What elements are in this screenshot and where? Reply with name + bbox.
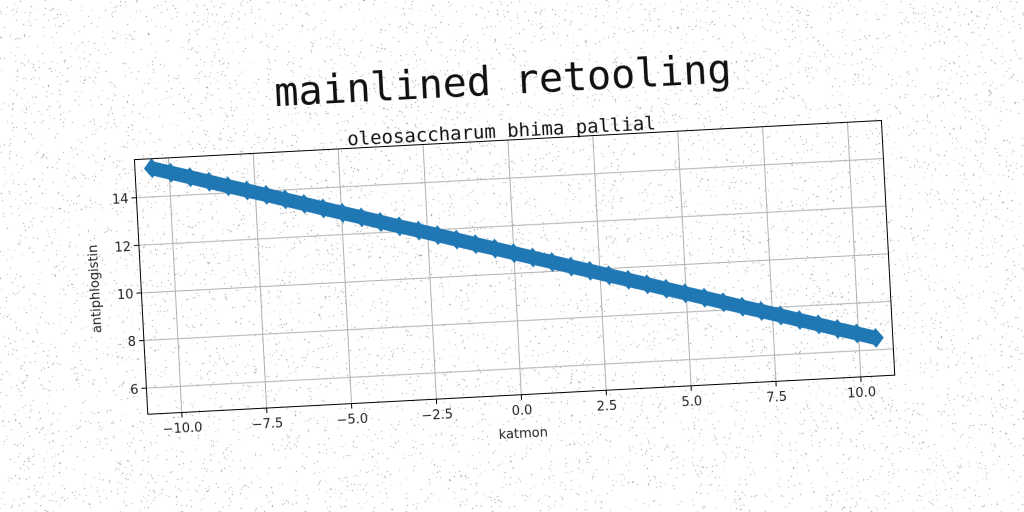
x-grid-line [592, 135, 607, 391]
data-point-marker [448, 229, 465, 250]
x-tick-label: −5.0 [336, 412, 368, 429]
data-point-marker [848, 323, 865, 344]
data-point-marker [315, 198, 332, 219]
x-grid-line [507, 140, 522, 395]
data-point-marker [810, 314, 827, 335]
x-grid-line [337, 148, 353, 404]
x-tick-label: −10.0 [162, 420, 203, 437]
x-tick-label: −2.5 [421, 407, 453, 424]
data-point-marker [677, 283, 694, 304]
data-point-marker [772, 305, 789, 326]
x-grid-line [167, 157, 183, 413]
data-point-marker [353, 207, 370, 228]
data-point-marker [467, 234, 484, 255]
data-point-marker [296, 193, 313, 214]
y-axis-label: antiphlogistin [86, 244, 106, 333]
data-point-marker [696, 287, 713, 308]
y-grid-line [146, 348, 894, 389]
y-grid-line [141, 253, 889, 294]
grid [136, 122, 894, 413]
data-point-marker [220, 176, 237, 197]
x-tick-label: 7.5 [766, 390, 787, 406]
x-axis-label: katmon [498, 425, 548, 443]
data-point-marker [753, 301, 770, 321]
data-point-marker [658, 278, 675, 299]
data-point-marker [715, 292, 732, 313]
data-point-marker [429, 225, 446, 246]
data-point-marker [582, 260, 599, 281]
data-point-marker [334, 202, 351, 223]
x-axis-ticks: −10.0 −7.5 −5.0 −2.5 0.0 2.5 5.0 7.5 10.0 [162, 376, 877, 438]
x-tick-label: 0.0 [511, 403, 532, 419]
data-point-marker [182, 167, 199, 188]
data-point-marker [277, 189, 294, 210]
y-tick-label: 8 [127, 335, 136, 350]
x-grid-line [677, 131, 692, 386]
x-tick-label: 10.0 [847, 385, 877, 401]
y-tick-label: 10 [117, 287, 134, 303]
data-point-marker [791, 309, 808, 330]
x-grid-line [762, 126, 777, 382]
data-point-marker [600, 265, 617, 286]
data-point-marker [639, 274, 656, 295]
data-point-marker [505, 243, 522, 264]
x-tick-label: −7.5 [251, 416, 283, 433]
x-tick-label: 2.5 [596, 399, 617, 415]
data-point-marker [486, 238, 503, 259]
data-point-marker [829, 318, 846, 339]
data-point-marker [544, 252, 561, 273]
data-point-marker [563, 256, 580, 277]
data-point-marker [620, 269, 637, 290]
data-point-marker [372, 211, 389, 232]
y-tick-label: 6 [130, 383, 139, 398]
y-grid-line [138, 205, 886, 246]
x-tick-label: 5.0 [681, 394, 702, 410]
data-point-marker [143, 158, 160, 179]
y-tick-label: 12 [114, 240, 131, 256]
data-point-marker [201, 171, 218, 192]
y-axis-ticks: 6 8 10 12 14 [112, 192, 147, 398]
data-point-marker [162, 162, 179, 183]
data-point-marker [524, 247, 541, 268]
data-point-marker [410, 220, 427, 241]
data-point-marker [867, 327, 884, 348]
data-point-marker [258, 184, 275, 205]
y-tick-label: 14 [112, 192, 129, 208]
data-point-marker [391, 216, 408, 237]
data-series [143, 158, 884, 348]
data-point-marker [734, 296, 751, 317]
x-grid-line [422, 144, 437, 400]
data-point-marker [239, 180, 256, 201]
